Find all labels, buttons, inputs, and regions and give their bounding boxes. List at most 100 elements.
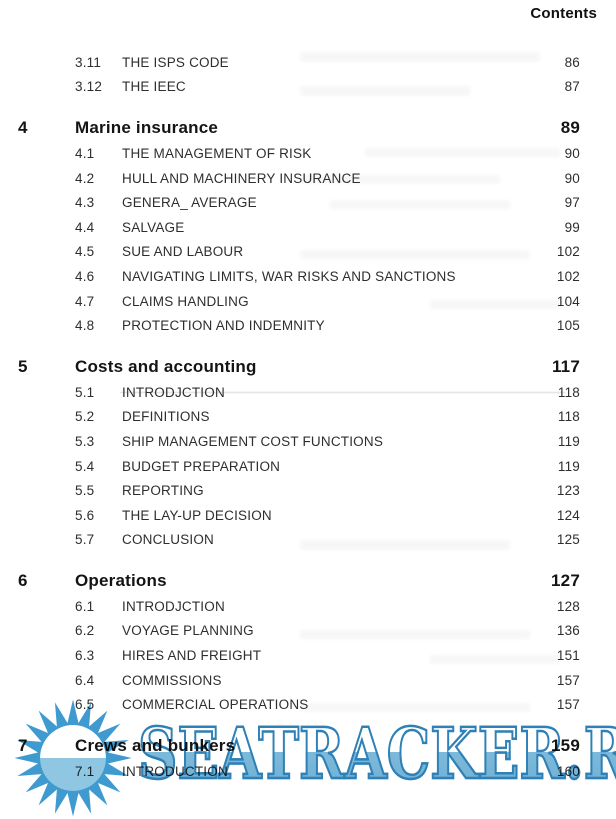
section-page-number: 136 [556,623,580,639]
section-number: 4.5 [75,244,95,260]
section-page-number: 86 [564,54,580,70]
section-number: 4.2 [75,170,95,186]
section-page-number: 104 [556,293,580,309]
toc-section-row: 5.5 REPORTING 123 [18,478,580,503]
toc-section-row: 4.8 PROTECTION AND INDEMNITY 105 [18,313,580,338]
toc-section-row: 4.4 SALVAGE 99 [18,215,580,240]
section-page-number: 123 [556,483,580,499]
section-page-number: 105 [556,318,580,334]
section-page-number: 119 [557,433,580,449]
section-title: DEFINITIONS [122,409,210,425]
chapter-number: 6 [18,571,28,591]
toc-section-row: 6.5 COMMERCIAL OPERATIONS 157 [18,692,580,717]
toc-section-row: 6.2 VOYAGE PLANNING 136 [18,619,580,644]
section-number: 6.2 [75,623,95,639]
section-page-number: 160 [556,763,580,779]
section-title: SUE AND LABOUR [122,244,244,260]
section-title: THE ISPS CODE [122,54,229,70]
section-number: 4.3 [75,195,95,211]
section-page-number: 124 [556,507,580,523]
section-page-number: 97 [564,195,580,211]
section-title: COMMISSIONS [122,672,222,688]
section-number: 4.6 [75,268,95,284]
section-title: CLAIMS HANDLING [122,293,249,309]
section-number: 5.6 [75,507,95,523]
section-number: 4.1 [75,145,95,161]
section-title: SHIP MANAGEMENT COST FUNCTIONS [122,433,384,449]
toc-section-row: 3.12 THE IEEC 87 [18,75,580,100]
section-title: THE IEEC [122,79,186,95]
toc-section-row: 5.6 THE LAY-UP DECISION 124 [18,503,580,528]
toc-section-row: 6.4 COMMISSIONS 157 [18,668,580,693]
section-title: SALVAGE [122,219,185,235]
section-page-number: 118 [557,384,580,400]
section-page-number: 151 [556,648,580,664]
section-number: 3.12 [75,79,103,95]
section-page-number: 102 [556,244,580,260]
table-of-contents: 3.11 THE ISPS CODE 86 3.12 THE IEEC 87 4… [18,50,580,784]
section-number: 4.7 [75,293,95,309]
toc-chapter-row: 7 Crews and bunkers 159 [18,733,580,759]
section-number: 6.4 [75,672,95,688]
section-number: 6.3 [75,648,95,664]
chapter-page-number: 159 [551,736,580,756]
toc-chapter-row: 6 Operations 127 [18,568,580,594]
section-title: INTRODJCTION [122,384,225,400]
section-number: 5.4 [75,458,95,474]
chapter-page-number: 117 [551,356,580,376]
chapter-page-number: 89 [560,118,580,138]
toc-section-row: 7.1 INTRODUCTION 160 [18,759,580,784]
section-title: VOYAGE PLANNING [122,623,254,639]
toc-section-row: 4.2 HULL AND MACHINERY INSURANCE 90 [18,166,580,191]
chapter-title: Operations [75,571,167,591]
section-title: PROTECTION AND INDEMNITY [122,318,325,334]
chapter-number: 4 [18,118,28,138]
section-page-number: 118 [557,409,580,425]
section-number: 3.11 [75,54,102,70]
section-number: 5.7 [75,532,95,548]
chapter-number: 5 [18,356,28,376]
chapter-title: Costs and accounting [75,356,257,376]
section-title: HIRES AND FREIGHT [122,648,262,664]
section-title: CONCLUSION [122,532,215,548]
toc-section-row: 3.11 THE ISPS CODE 86 [18,50,580,75]
toc-section-row: 6.3 HIRES AND FREIGHT 151 [18,643,580,668]
section-title: COMMERCIAL OPERATIONS [122,697,309,713]
chapter-title: Marine insurance [75,118,219,138]
chapter-page-number: 127 [551,571,580,591]
section-number: 6.5 [75,697,95,713]
toc-chapter-row: 5 Costs and accounting 117 [18,354,580,380]
section-title: REPORTING [122,483,204,499]
toc-section-row: 5.1 INTRODJCTION 118 [18,380,580,405]
section-number: 4.4 [75,219,95,235]
toc-section-row: 4.6 NAVIGATING LIMITS, WAR RISKS AND SAN… [18,264,580,289]
section-page-number: 90 [564,145,580,161]
section-title: INTRODJCTION [122,598,225,614]
section-page-number: 87 [564,79,580,95]
toc-chapter-row: 4 Marine insurance 89 [18,115,580,141]
page-title: Contents [530,5,597,22]
toc-section-row: 4.7 CLAIMS HANDLING 104 [18,289,580,314]
section-number: 5.5 [75,483,95,499]
section-page-number: 119 [557,458,580,474]
section-page-number: 90 [564,170,580,186]
section-title: BUDGET PREPARATION [122,458,281,474]
section-title: INTRODUCTION [122,763,228,779]
section-number: 5.1 [75,384,95,400]
section-page-number: 99 [564,219,580,235]
section-page-number: 157 [556,672,580,688]
section-title: THE LAY-UP DECISION [122,507,272,523]
section-number: 7.1 [75,763,95,779]
section-number: 4.8 [75,318,95,334]
toc-section-row: 5.4 BUDGET PREPARATION 119 [18,454,580,479]
section-title: GENERA_ AVERAGE [122,195,257,211]
section-number: 6.1 [75,598,95,614]
section-title: THE MANAGEMENT OF RISK [122,145,312,161]
toc-section-row: 5.7 CONCLUSION 125 [18,528,580,553]
section-title: HULL AND MACHINERY INSURANCE [122,170,361,186]
section-number: 5.3 [75,433,95,449]
chapter-title: Crews and bunkers [75,736,236,756]
toc-section-row: 4.5 SUE AND LABOUR 102 [18,240,580,265]
section-page-number: 157 [556,697,580,713]
chapter-number: 7 [18,736,28,756]
